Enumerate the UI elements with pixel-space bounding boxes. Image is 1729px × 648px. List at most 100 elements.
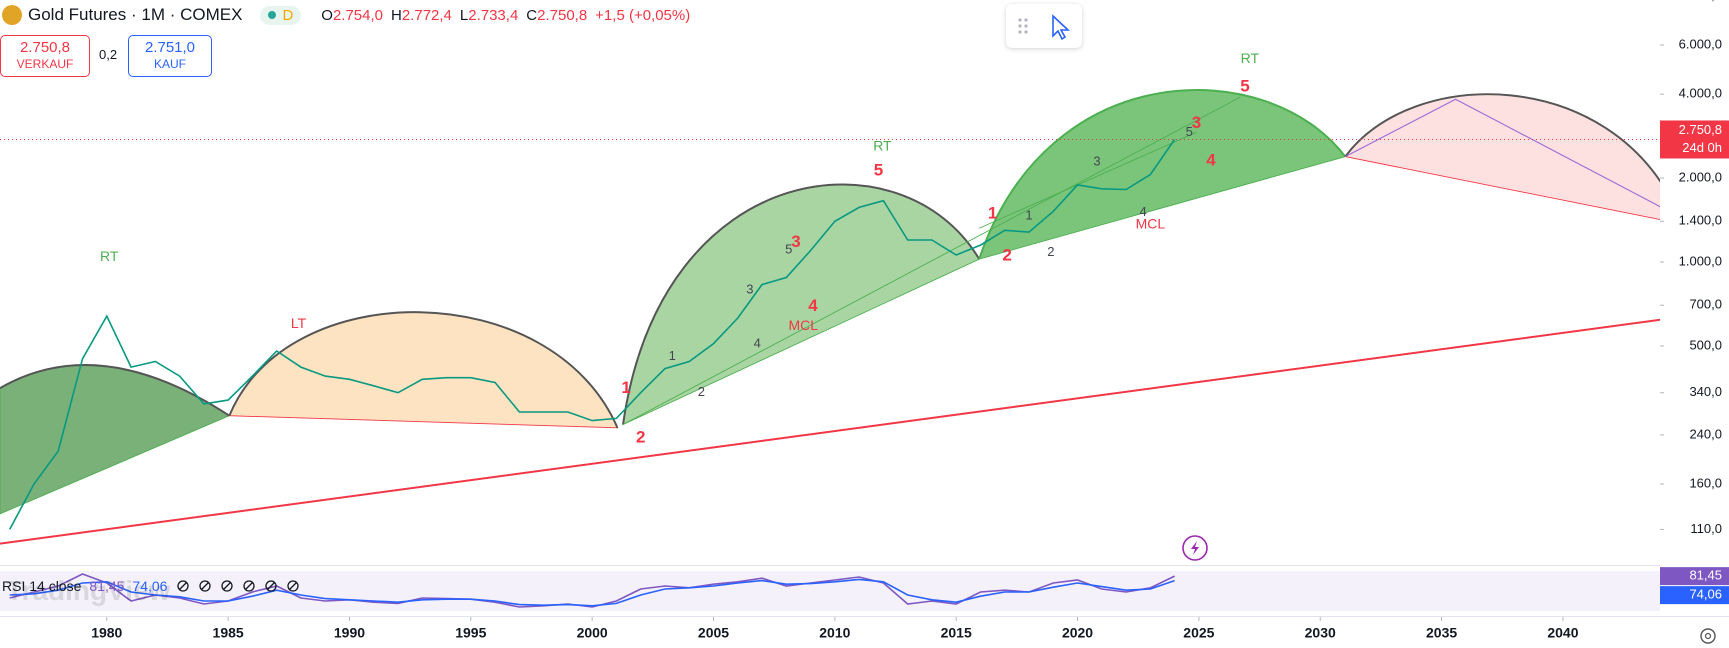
y-tick-label: 500,0 bbox=[1689, 337, 1722, 352]
symbol-logo bbox=[2, 5, 22, 25]
ohlc-item: O2.754,0 bbox=[321, 7, 383, 24]
ohlc-value: 2.733,4 bbox=[468, 6, 519, 24]
data-badge-text: D bbox=[282, 6, 294, 24]
y-tick-label: 160,0 bbox=[1689, 475, 1722, 490]
wave-label: RT bbox=[873, 137, 892, 153]
wave-label: 1 bbox=[1025, 207, 1032, 222]
buy-text: KAUF bbox=[153, 57, 186, 71]
price-axis bbox=[1660, 0, 1729, 648]
arc bbox=[622, 183, 981, 425]
settings-icon[interactable] bbox=[1700, 628, 1716, 644]
wave-label: MCL bbox=[789, 317, 819, 333]
x-tick-label: 2005 bbox=[698, 625, 729, 641]
countdown-label: 24d 0h bbox=[1682, 140, 1722, 155]
x-tick-label: 2030 bbox=[1305, 625, 1336, 641]
sell-button[interactable]: 2.750,8 VERKAUF bbox=[0, 35, 90, 77]
x-tick-label: 2025 bbox=[1183, 625, 1214, 641]
buy-price: 2.751,0 bbox=[144, 39, 196, 56]
last-price-label: 2.750,8 bbox=[1679, 122, 1722, 137]
projection-line bbox=[1345, 98, 1660, 208]
wave-label: MCL bbox=[1136, 216, 1166, 232]
change: +1,5 (+0,05%) bbox=[595, 6, 691, 24]
y-tick-label: 240,0 bbox=[1689, 426, 1722, 441]
trend-line bbox=[0, 318, 1660, 545]
sell-price: 2.750,8 bbox=[19, 39, 71, 56]
rsi-title: RSI 14 close bbox=[2, 578, 82, 594]
ohlc-item: C2.750,8 bbox=[526, 7, 587, 24]
rsi-legend-value: 74,06 bbox=[132, 578, 168, 594]
wave-label: 4 bbox=[808, 296, 818, 315]
rsi-badge bbox=[1660, 567, 1729, 586]
wave-label: 1 bbox=[669, 348, 676, 363]
ohlc-key: L bbox=[459, 6, 469, 24]
indicator-icons bbox=[177, 580, 300, 592]
arc-fill bbox=[622, 184, 980, 426]
arc-fill bbox=[978, 89, 1347, 260]
arc bbox=[978, 89, 1347, 260]
arc-fill bbox=[228, 311, 619, 429]
x-tick-label: 2000 bbox=[577, 625, 608, 641]
ohlc-key: O bbox=[321, 6, 333, 24]
series-line bbox=[9, 578, 1175, 607]
data-badge[interactable]: D bbox=[260, 5, 302, 25]
toolbar-icons bbox=[1018, 14, 1071, 41]
y-tick-label: 340,0 bbox=[1689, 384, 1722, 399]
x-tick-label: 2035 bbox=[1426, 625, 1457, 641]
rsi-badge bbox=[1660, 586, 1729, 605]
wave-label: 4 bbox=[1206, 151, 1216, 170]
wave-label: 3 bbox=[746, 281, 753, 296]
wave-label: 3 bbox=[791, 232, 800, 251]
x-tick-label: 1985 bbox=[213, 625, 244, 641]
rsi-pane bbox=[9, 573, 1175, 608]
wave-label: 2 bbox=[1047, 244, 1054, 259]
rsi-badge-label: 74,06 bbox=[1689, 587, 1722, 602]
y-tick-label: 4.000,0 bbox=[1679, 86, 1722, 101]
wave-label: RT bbox=[100, 248, 119, 264]
wave-label: 1 bbox=[621, 378, 630, 397]
rsi-badge-label: 81,45 bbox=[1689, 568, 1722, 583]
channel-line bbox=[979, 131, 1197, 229]
wave-label: 3 bbox=[1192, 113, 1201, 132]
ohlc-item: L2.733,4 bbox=[460, 7, 518, 24]
wave-label: 1 bbox=[988, 203, 997, 222]
wave-label: 4 bbox=[754, 336, 761, 351]
drawings bbox=[0, 89, 1660, 545]
series-line bbox=[8, 139, 1176, 530]
x-tick-label: 2020 bbox=[1062, 625, 1093, 641]
ohlc-key: H bbox=[391, 6, 402, 24]
arc-fill bbox=[0, 364, 231, 515]
x-tick-label: 2015 bbox=[941, 625, 972, 641]
wave-label: 2 bbox=[636, 427, 645, 446]
ohlc-value: 2.750,8 bbox=[537, 6, 588, 24]
buy-button[interactable]: 2.751,0 KAUF bbox=[128, 35, 212, 77]
wave-label: 2 bbox=[1002, 245, 1011, 264]
y-tick-label: 1.000,0 bbox=[1679, 253, 1722, 268]
wave-label: 5 bbox=[1186, 124, 1193, 139]
cursor-tool[interactable] bbox=[1052, 14, 1071, 41]
channel-line bbox=[622, 96, 1241, 425]
wave-label: RT bbox=[1241, 50, 1260, 66]
alert-icon[interactable] bbox=[1182, 535, 1208, 561]
x-tick-label: 2040 bbox=[1547, 625, 1578, 641]
arc-fill bbox=[1344, 93, 1660, 220]
watermark: TradingView bbox=[6, 575, 171, 606]
x-tick-label: 1995 bbox=[455, 625, 486, 641]
symbol-header: Gold Futures · 1M · COMEX D O2.754,0 H2.… bbox=[0, 2, 690, 28]
x-tick-label: 1980 bbox=[91, 625, 122, 641]
y-tick-label: 2.000,0 bbox=[1679, 170, 1722, 185]
series-line bbox=[9, 573, 1175, 608]
ohlc-value: 2.754,0 bbox=[332, 6, 383, 24]
ohlc-key: C bbox=[526, 6, 538, 24]
wave-label: 3 bbox=[1093, 154, 1100, 169]
drag-handle[interactable] bbox=[1018, 18, 1028, 34]
wave-label: 2 bbox=[698, 384, 705, 399]
spread: 0,2 bbox=[99, 47, 118, 62]
wave-label: LT bbox=[291, 315, 307, 331]
ohlc: O2.754,0 H2.772,4 L2.733,4 C2.750,8 bbox=[321, 7, 587, 24]
y-tick-label: 9.000,0 bbox=[1679, 0, 1722, 2]
wave-label: 5 bbox=[874, 160, 883, 179]
symbol-title[interactable]: Gold Futures · 1M · COMEX bbox=[28, 5, 243, 24]
